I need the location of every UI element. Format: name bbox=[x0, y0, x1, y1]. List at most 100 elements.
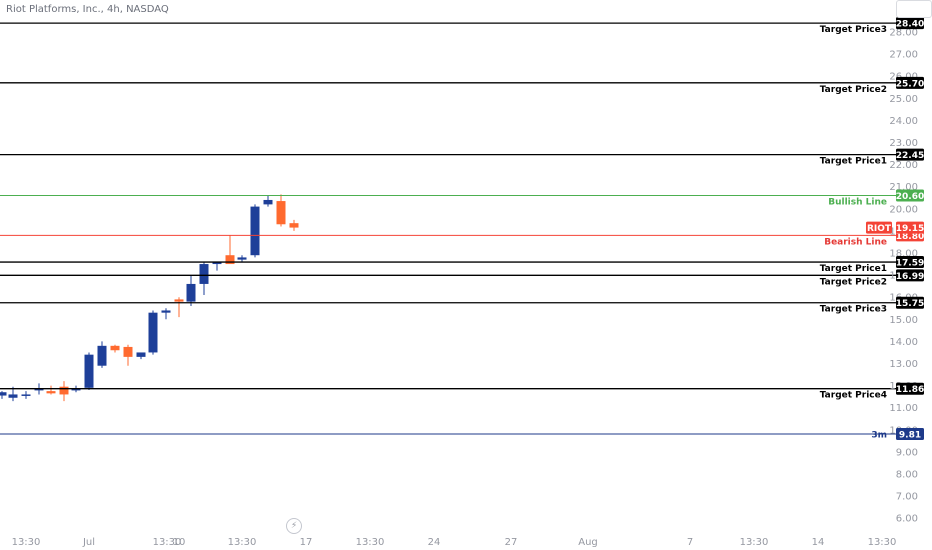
x-tick-label: 7 bbox=[687, 537, 693, 548]
symbol-price-badge: RIOT 19.15 bbox=[866, 221, 924, 234]
badge-background bbox=[896, 148, 924, 161]
badge-value: 16.99 bbox=[896, 272, 924, 282]
x-tick-label: 10 bbox=[173, 537, 186, 548]
candle bbox=[250, 204, 260, 258]
level-label: Target Price2 bbox=[820, 85, 887, 95]
candle-body bbox=[237, 257, 247, 260]
chart-title: Riot Platforms, Inc., 4h, NASDAQ bbox=[6, 4, 169, 15]
badge-background bbox=[896, 382, 924, 395]
badge-value: 22.45 bbox=[896, 151, 924, 161]
scale-settings-button[interactable] bbox=[896, 0, 932, 18]
badge-background bbox=[896, 189, 924, 202]
level-label: Target Price1 bbox=[820, 264, 887, 274]
y-tick-label: 6.00 bbox=[896, 514, 918, 525]
candle-body bbox=[161, 310, 171, 313]
y-tick-label: 23.00 bbox=[889, 138, 918, 149]
candle bbox=[289, 219, 299, 231]
candle-body bbox=[123, 346, 133, 357]
candle-body bbox=[34, 388, 44, 391]
candle bbox=[225, 235, 235, 265]
level-label: Target Price1 bbox=[820, 157, 887, 167]
level-label: Target Price2 bbox=[820, 277, 887, 287]
badge-value: 17.59 bbox=[896, 259, 924, 269]
candle-body bbox=[148, 312, 158, 353]
candle-body bbox=[186, 283, 196, 302]
badge-value: 25.70 bbox=[896, 79, 924, 89]
x-tick-label: 14 bbox=[812, 537, 825, 548]
y-tick-label: 14.00 bbox=[889, 337, 918, 348]
candle bbox=[46, 385, 56, 395]
candle bbox=[59, 381, 69, 402]
level-label: Target Price4 bbox=[820, 391, 887, 401]
candle bbox=[174, 297, 184, 318]
price-badge: 28.40 bbox=[896, 17, 924, 30]
price-badges: 28.40 25.70 22.45 20.60 18.80 17.59 16.99 15.75… bbox=[866, 17, 924, 440]
candle bbox=[161, 308, 171, 320]
price-badge: 16.99 bbox=[896, 269, 924, 282]
candle bbox=[21, 391, 31, 399]
last-price-background bbox=[896, 221, 924, 234]
x-tick-label: 13:30 bbox=[12, 537, 41, 548]
badge-value: 18.80 bbox=[896, 232, 924, 242]
candle-body bbox=[250, 206, 260, 256]
badge-background bbox=[896, 76, 924, 89]
y-tick-label: 20.00 bbox=[889, 204, 918, 215]
y-tick-label: 21.00 bbox=[889, 182, 918, 193]
candle-body bbox=[276, 201, 286, 225]
candle-body bbox=[136, 352, 146, 357]
x-tick-label: 17 bbox=[300, 537, 313, 548]
price-badge: 22.45 bbox=[896, 148, 924, 161]
candle-body bbox=[46, 391, 56, 394]
candle-body bbox=[199, 264, 209, 284]
candle bbox=[110, 344, 120, 353]
y-tick-label: 28.00 bbox=[889, 28, 918, 39]
candle-body bbox=[8, 394, 18, 398]
candle bbox=[123, 344, 133, 366]
candlestick-series bbox=[0, 194, 299, 402]
y-tick-label: 15.00 bbox=[889, 315, 918, 326]
candle-body bbox=[174, 299, 184, 302]
level-label: Target Price3 bbox=[820, 305, 887, 315]
x-tick-label: Aug bbox=[578, 537, 598, 548]
candle-body bbox=[225, 255, 235, 265]
candle bbox=[263, 195, 273, 207]
level-label: Bearish Line bbox=[824, 237, 887, 247]
symbol-tag-background bbox=[866, 221, 892, 234]
candle-body bbox=[97, 345, 107, 366]
candle bbox=[199, 261, 209, 295]
candle bbox=[276, 194, 286, 227]
last-price-value: 19.15 bbox=[896, 224, 924, 234]
level-label: Bullish Line bbox=[828, 198, 887, 208]
candle bbox=[84, 352, 94, 391]
y-tick-label: 13.00 bbox=[889, 359, 918, 370]
candle-body bbox=[110, 345, 120, 351]
price-badge: 25.70 bbox=[896, 76, 924, 89]
y-tick-label: 11.00 bbox=[889, 403, 918, 414]
badge-background bbox=[896, 256, 924, 269]
candle-body bbox=[84, 354, 94, 388]
price-badge: 15.75 bbox=[896, 296, 924, 309]
candle bbox=[186, 275, 196, 307]
y-tick-label: 9.00 bbox=[896, 447, 918, 458]
badge-background bbox=[896, 427, 924, 440]
badge-value: 28.40 bbox=[896, 20, 924, 30]
level-label: 3m bbox=[871, 430, 887, 440]
candle bbox=[0, 391, 7, 399]
badge-value: 20.60 bbox=[896, 192, 924, 202]
price-badge: 9.81 bbox=[896, 427, 924, 440]
y-tick-label: 7.00 bbox=[896, 492, 918, 503]
symbol-tag: RIOT bbox=[867, 224, 892, 234]
y-tick-label: 22.00 bbox=[889, 160, 918, 171]
badge-value: 9.81 bbox=[899, 430, 921, 440]
lightning-icon[interactable]: ⚡ bbox=[286, 518, 302, 534]
x-tick-label: 13:30 bbox=[356, 537, 385, 548]
y-tick-label: 8.00 bbox=[896, 470, 918, 481]
price-levels: Target Price3 Target Price2 Target Price1 B… bbox=[0, 22, 896, 440]
candle-body bbox=[289, 223, 299, 228]
candle-body bbox=[263, 199, 273, 205]
badge-value: 15.75 bbox=[896, 299, 924, 309]
candle-body bbox=[59, 386, 69, 395]
badge-value: 11.86 bbox=[896, 385, 924, 395]
